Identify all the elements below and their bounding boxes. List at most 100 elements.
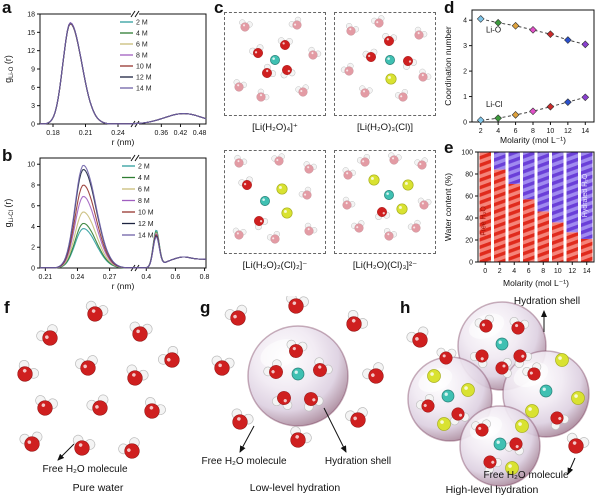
svg-text:0.21: 0.21	[39, 274, 53, 281]
low-hydration-scene	[211, 296, 384, 453]
free-water-label: Free H₂O molecule	[42, 464, 128, 475]
svg-text:Coordination number: Coordination number	[443, 26, 453, 106]
chart-g-li-o: 0.18 0.21 0.24 0.36 0.42 0.48 0 3 6 9 12 15 18 r (nm)…	[3, 10, 207, 147]
svg-text:0.18: 0.18	[46, 130, 60, 137]
svg-text:8 M: 8 M	[136, 53, 148, 60]
svg-text:0: 0	[483, 268, 487, 275]
svg-text:8: 8	[531, 128, 535, 135]
hydration-shell-label: Hydration shell	[324, 456, 392, 467]
svg-text:6: 6	[31, 203, 35, 210]
svg-text:gLi-O (r): gLi-O (r)	[3, 55, 15, 83]
svg-text:14 M: 14 M	[138, 233, 154, 240]
free-water-label: Free H₂O molecule	[483, 470, 569, 481]
panel-f-caption: Pure water	[72, 482, 124, 494]
panel-g-caption: Low-level hydration	[249, 482, 341, 494]
svg-text:r (nm): r (nm)	[112, 137, 135, 147]
svg-text:14: 14	[581, 128, 589, 135]
formula-caption-2: [Li(H₂O)₃(Cl)]	[356, 122, 414, 133]
svg-text:8: 8	[31, 182, 35, 189]
svg-text:Li-O: Li-O	[486, 25, 501, 34]
svg-text:4 M: 4 M	[136, 31, 148, 38]
snapshot-box-1	[224, 12, 326, 116]
svg-text:4: 4	[463, 18, 467, 25]
svg-text:0.36: 0.36	[155, 130, 169, 137]
svg-text:0.24: 0.24	[71, 274, 85, 281]
svg-text:1: 1	[463, 94, 467, 101]
panel-c-letter: c	[214, 0, 224, 17]
panel-e: e 0 2 4 6 8 10 12 14 0 20 40 60 80 100 Molarity (mol L…	[442, 138, 600, 296]
svg-text:Li-Cl: Li-Cl	[486, 100, 503, 109]
svg-text:0.21: 0.21	[79, 130, 93, 137]
panel-f-letter: f	[4, 298, 10, 317]
svg-text:12 M: 12 M	[136, 75, 152, 82]
molecule-scene-1	[233, 16, 322, 102]
svg-text:0: 0	[31, 266, 35, 273]
svg-text:0.27: 0.27	[103, 274, 117, 281]
svg-text:10: 10	[554, 268, 562, 275]
svg-text:60: 60	[465, 194, 473, 201]
svg-text:r (nm): r (nm)	[112, 281, 135, 291]
high-hydration-scene	[406, 301, 590, 487]
panel-d-letter: d	[444, 0, 455, 17]
molecule-scene-3	[232, 153, 318, 244]
svg-text:4: 4	[31, 224, 35, 231]
panel-h-letter: h	[400, 298, 411, 317]
svg-text:18: 18	[27, 12, 35, 19]
svg-text:6: 6	[514, 128, 518, 135]
svg-text:12 M: 12 M	[138, 221, 154, 228]
formula-caption-3: [Li(H₂O)₂(Cl)₂]⁻	[242, 260, 308, 271]
svg-text:2: 2	[31, 245, 35, 252]
svg-text:0.42: 0.42	[174, 130, 188, 137]
chart-g-li-cl: 0.21 0.24 0.27 0.4 0.6 0.8 0 2 4 6 8 10 r (nm) gLi-Cl…	[3, 154, 210, 291]
svg-text:4: 4	[496, 128, 500, 135]
snapshot-box-2	[334, 12, 436, 116]
panel-e-letter: e	[444, 138, 454, 157]
svg-text:4: 4	[512, 268, 516, 275]
svg-text:10 M: 10 M	[136, 64, 152, 71]
svg-text:0.4: 0.4	[141, 274, 151, 281]
svg-text:10 M: 10 M	[138, 210, 154, 217]
svg-text:3: 3	[31, 103, 35, 110]
svg-text:2 M: 2 M	[138, 164, 150, 171]
svg-text:3: 3	[463, 43, 467, 50]
svg-text:Hydrated H₂O: Hydrated H₂O	[582, 173, 589, 217]
svg-text:15: 15	[27, 30, 35, 37]
svg-text:Molarity (mol L⁻¹): Molarity (mol L⁻¹)	[500, 135, 566, 145]
svg-text:0.8: 0.8	[200, 274, 210, 281]
svg-text:2 M: 2 M	[136, 20, 148, 27]
svg-text:6: 6	[31, 85, 35, 92]
svg-text:0: 0	[469, 260, 473, 267]
svg-text:Water content (%): Water content (%)	[443, 173, 453, 241]
formula-caption-1: [Li(H₂O)₄]⁺	[252, 122, 298, 133]
pure-water-scene	[17, 300, 180, 461]
snapshot-box-4	[334, 150, 436, 254]
svg-text:6 M: 6 M	[136, 42, 148, 49]
svg-text:8 M: 8 M	[138, 198, 150, 205]
svg-text:Molarity (mol L⁻¹): Molarity (mol L⁻¹)	[503, 278, 569, 288]
svg-text:0: 0	[31, 122, 35, 129]
panel-g: g Free H₂O molecule Hydration shell Low-…	[196, 296, 394, 498]
svg-text:8: 8	[541, 268, 545, 275]
molecule-scene-4	[342, 152, 432, 241]
snapshot-box-3	[224, 150, 326, 254]
panel-a: a 0.18 0.21 0.24 0.36 0.42 0.48 0 3 6 9 12 15 18 r (n…	[0, 0, 212, 150]
svg-text:14 M: 14 M	[136, 86, 152, 93]
panel-f: f Free H₂O molecule Pure water	[0, 296, 196, 498]
free-water-label: Free H₂O molecule	[201, 456, 287, 467]
panel-b: b 0.21 0.24 0.27 0.4 0.6 0.8 0 2 4 6 8 10 r (nm) gLi-…	[0, 146, 212, 298]
panel-b-letter: b	[2, 146, 13, 165]
svg-text:0.24: 0.24	[111, 130, 125, 137]
hydration-shell-label: Hydration shell	[513, 296, 581, 307]
svg-text:9: 9	[31, 67, 35, 74]
svg-text:4 M: 4 M	[138, 175, 150, 182]
svg-text:6 M: 6 M	[138, 187, 150, 194]
panel-h-caption: High-level hydration	[445, 484, 539, 496]
svg-text:0.48: 0.48	[193, 130, 207, 137]
svg-text:100: 100	[461, 150, 473, 157]
svg-text:0.6: 0.6	[171, 274, 181, 281]
panel-c: c [Li(H₂O)₄]⁺ [Li(H₂O)₃(Cl)] [Li(H₂O)₂(C…	[212, 0, 442, 296]
svg-text:2: 2	[479, 128, 483, 135]
svg-text:12: 12	[568, 268, 576, 275]
formula-caption-4: [Li(H₂O)(Cl)₃]²⁻	[352, 260, 418, 271]
